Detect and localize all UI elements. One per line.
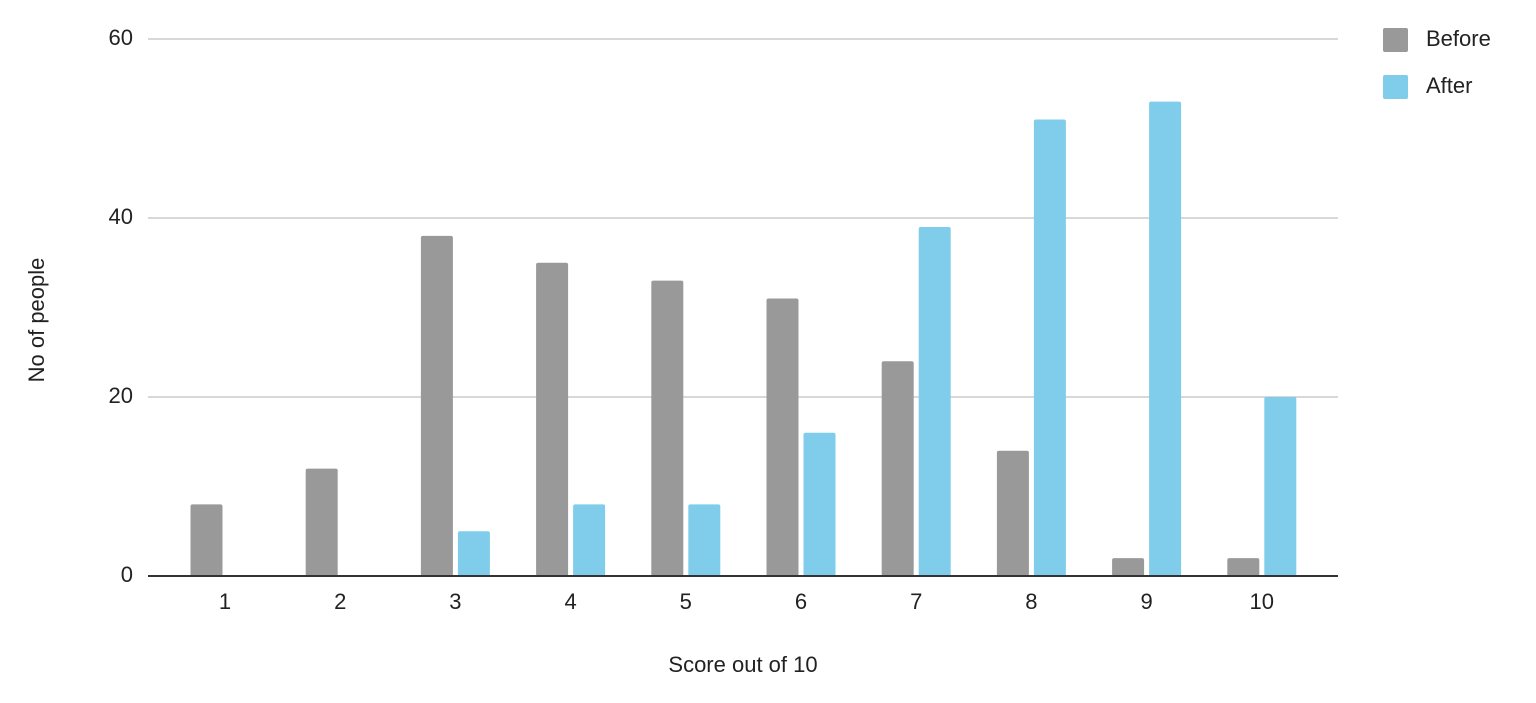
x-tick-label: 1 <box>219 589 231 614</box>
x-tick-label: 4 <box>564 589 576 614</box>
x-tick-label: 7 <box>910 589 922 614</box>
x-tick-label: 3 <box>449 589 461 614</box>
bar <box>996 450 1029 576</box>
y-axis-title: No of people <box>24 258 49 383</box>
legend-label: Before <box>1426 26 1491 51</box>
bar <box>1149 101 1182 577</box>
bar <box>305 468 338 576</box>
bar <box>420 235 453 576</box>
bar <box>918 226 951 576</box>
x-axis-title: Score out of 10 <box>668 652 817 677</box>
bar <box>536 262 569 576</box>
bar <box>190 504 223 576</box>
bar <box>803 432 836 576</box>
y-tick-label: 0 <box>121 562 133 587</box>
legend-swatch <box>1383 28 1408 52</box>
x-tick-label: 9 <box>1140 589 1152 614</box>
bar <box>881 361 914 576</box>
y-tick-label: 40 <box>109 204 133 229</box>
bar <box>1033 119 1066 577</box>
x-tick-label: 5 <box>680 589 692 614</box>
legend-label: After <box>1426 73 1472 98</box>
bar <box>1264 397 1297 576</box>
x-tick-label: 2 <box>334 589 346 614</box>
bar <box>573 504 606 576</box>
bar <box>766 298 799 576</box>
bar <box>457 531 490 576</box>
bar <box>1227 558 1260 576</box>
bar <box>688 504 721 576</box>
x-tick-label: 10 <box>1250 589 1274 614</box>
legend-swatch <box>1383 75 1408 99</box>
bar <box>651 280 684 576</box>
x-tick-label: 8 <box>1025 589 1037 614</box>
x-tick-label: 6 <box>795 589 807 614</box>
y-tick-label: 20 <box>109 383 133 408</box>
bar <box>1112 558 1145 576</box>
y-tick-label: 60 <box>109 25 133 50</box>
